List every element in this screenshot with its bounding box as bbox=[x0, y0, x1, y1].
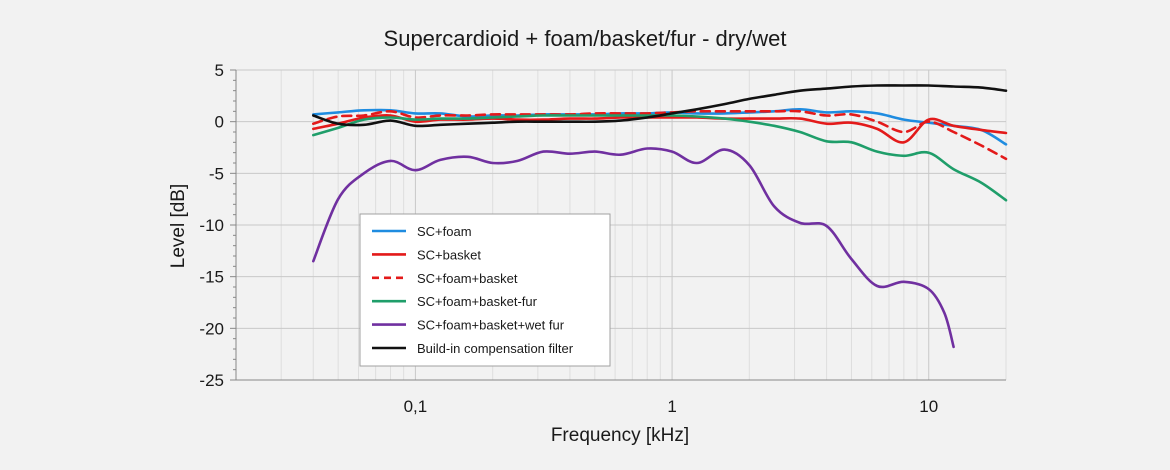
y-tick-label: -20 bbox=[199, 319, 224, 338]
legend-box bbox=[359, 213, 611, 367]
y-axis-label: Level [dB] bbox=[168, 184, 189, 269]
series-line-4 bbox=[312, 114, 1008, 202]
x-tick-label: 10 bbox=[919, 397, 938, 416]
legend: SC+foam SC+basket SC+foam+basket SC+foam+ba… bbox=[359, 213, 611, 367]
y-tick-label: -5 bbox=[209, 164, 224, 183]
chart-title: Supercardioid + foam/basket/fur - dry/we… bbox=[384, 26, 787, 51]
series-line-3 bbox=[312, 109, 1008, 161]
series-lines bbox=[312, 84, 1008, 349]
x-tick-label: 1 bbox=[667, 397, 676, 416]
y-tick-label: 0 bbox=[215, 113, 224, 132]
series-line-6 bbox=[312, 84, 1008, 128]
legend-label: SC+foam+basket bbox=[417, 271, 518, 286]
y-tick-label: -10 bbox=[199, 216, 224, 235]
legend-label: SC+foam bbox=[417, 224, 472, 239]
series-line-5 bbox=[312, 147, 955, 349]
legend-label: Build-in compensation filter bbox=[417, 341, 574, 356]
y-tick-label: -15 bbox=[199, 268, 224, 287]
legend-label: SC+foam+basket+wet fur bbox=[417, 318, 565, 333]
y-tick-label: -25 bbox=[199, 371, 224, 390]
y-tick-label: 5 bbox=[215, 61, 224, 80]
series-line-2 bbox=[312, 114, 1008, 144]
tick-labels: 5 0 -5 -10 -15 -20 -25 0,1 1 10 bbox=[199, 61, 938, 416]
legend-label: SC+foam+basket-fur bbox=[417, 294, 538, 309]
axes bbox=[230, 69, 1006, 381]
x-axis-label: Frequency [kHz] bbox=[551, 425, 689, 446]
x-tick-label: 0,1 bbox=[404, 397, 428, 416]
legend-label: SC+basket bbox=[417, 247, 481, 262]
